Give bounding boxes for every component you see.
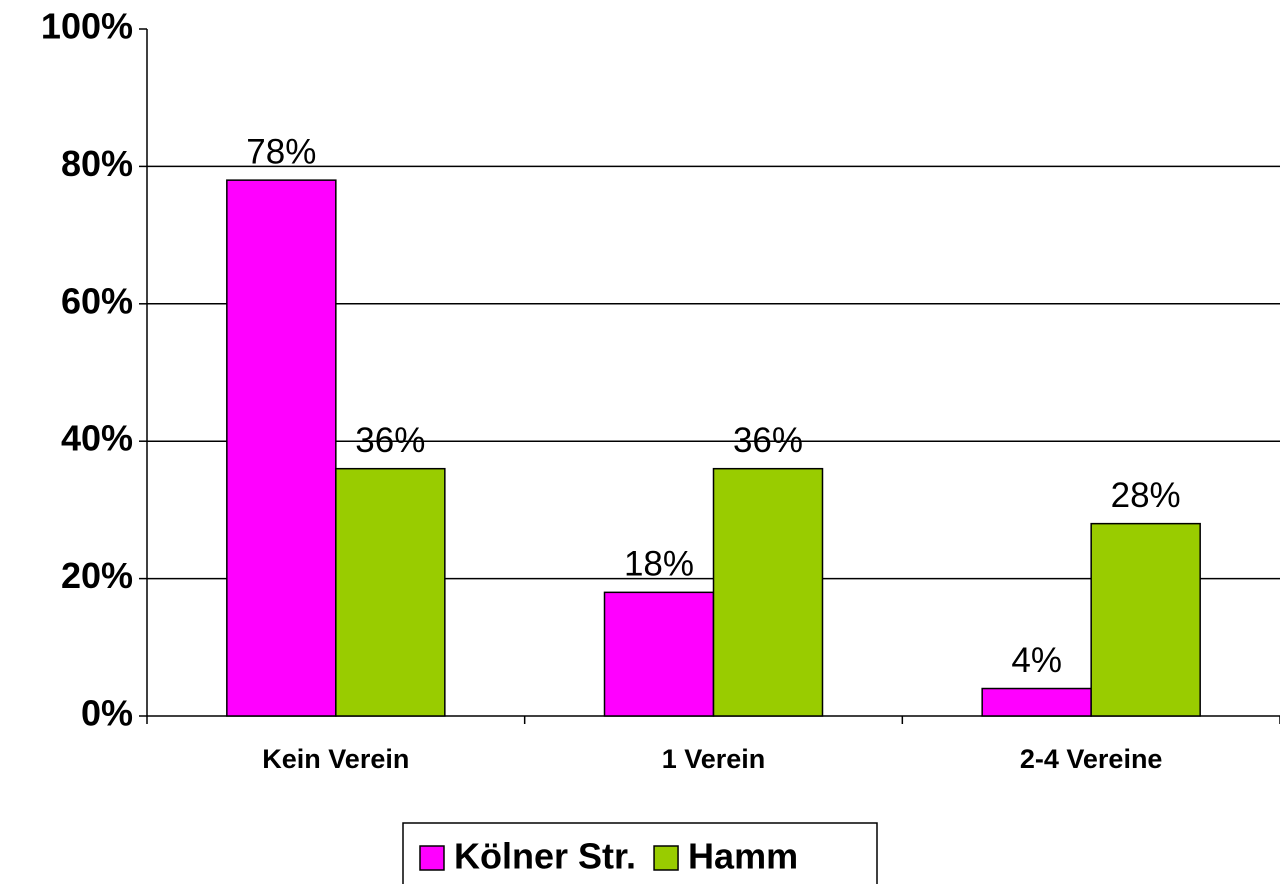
y-tick-label: 20%	[61, 555, 133, 596]
value-label: 28%	[1111, 476, 1181, 515]
bar	[226, 179, 337, 717]
y-tick-label: 40%	[61, 418, 133, 459]
legend-label: Hamm	[688, 836, 798, 877]
value-label: 18%	[624, 545, 694, 584]
value-label: 36%	[733, 421, 803, 460]
y-tick-label: 100%	[41, 6, 133, 47]
bar	[981, 687, 1092, 717]
bar	[603, 591, 715, 717]
legend-swatch	[653, 845, 679, 871]
bar	[712, 467, 824, 717]
value-label: 36%	[355, 421, 425, 460]
legend-label: Kölner Str.	[454, 836, 636, 877]
bar	[335, 467, 446, 717]
y-tick-label: 60%	[61, 280, 133, 321]
y-tick-label: 0%	[81, 693, 133, 734]
x-tick-label: 2-4 Vereine	[1020, 744, 1163, 774]
legend-swatch	[419, 845, 445, 871]
legend-box	[402, 822, 878, 884]
value-label: 4%	[1011, 641, 1062, 680]
x-tick-label: Kein Verein	[262, 744, 409, 774]
bar	[1090, 522, 1201, 717]
x-tick-label: 1 Verein	[662, 744, 766, 774]
value-label: 78%	[246, 132, 316, 171]
y-tick-label: 80%	[61, 143, 133, 184]
